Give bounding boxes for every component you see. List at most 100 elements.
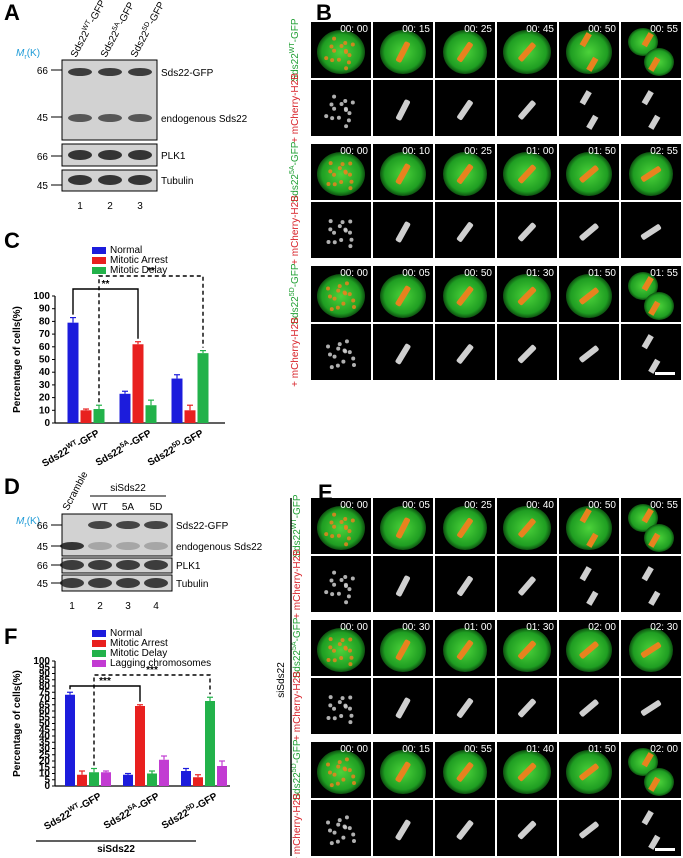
y-axis-label: Percentage of cells(%) (12, 670, 23, 777)
timestamp: 00: 55 (650, 500, 678, 511)
chromatin (579, 223, 599, 241)
bar (67, 322, 79, 423)
chromatin (342, 290, 347, 295)
chromatin (346, 594, 351, 599)
chromatin (518, 164, 536, 184)
lane-number: 4 (153, 601, 159, 612)
lane-label: 5A (122, 502, 135, 513)
error-bar (70, 316, 76, 323)
band (128, 175, 152, 185)
significance-bracket (93, 674, 211, 766)
y-tick-label: 45 (39, 725, 51, 736)
chromatin (343, 703, 348, 708)
chromatin (328, 227, 333, 232)
chromatin (349, 237, 354, 242)
bar (93, 409, 105, 423)
chromatin (348, 662, 353, 667)
lane-number: 1 (77, 201, 83, 212)
chromatin (328, 637, 333, 642)
chromatin (343, 227, 348, 232)
row-label: Sds22WT-GFP (291, 494, 303, 557)
chromatin (343, 582, 348, 587)
base: M (16, 48, 25, 59)
band (144, 521, 168, 529)
bar (171, 378, 183, 423)
chromatin (351, 298, 356, 303)
legend-swatch (92, 257, 106, 264)
chromatin (343, 40, 348, 45)
chromatin (339, 102, 344, 107)
chromatin (332, 524, 337, 529)
band (98, 114, 122, 122)
chromatin (347, 230, 352, 235)
x-tick-label: Sds225A-GFP (102, 790, 162, 832)
base: Sds22 (129, 29, 152, 60)
chromatin (641, 566, 654, 582)
y-tick-label: 0 (44, 418, 50, 429)
image-tile (311, 202, 371, 258)
sup: 5A (291, 641, 298, 650)
error-bar (200, 350, 206, 354)
chromatin (326, 715, 331, 720)
chromatin (348, 637, 353, 642)
chromatin (332, 94, 337, 99)
chromatin (641, 276, 654, 292)
y-tick-label: 35 (39, 737, 51, 748)
chromatin (332, 570, 337, 575)
chromatin (328, 294, 333, 299)
chromatin (395, 285, 411, 307)
chromatin (337, 760, 342, 765)
tail: -GFP (292, 617, 303, 641)
chromatin (648, 114, 661, 130)
x-tick-label: Sds225A-GFP (94, 427, 154, 469)
panel-label: F (4, 624, 17, 649)
y-tick-label: 40 (39, 367, 51, 378)
y-tick-label: 30 (39, 744, 51, 755)
sup: 5A (119, 439, 130, 450)
chromatin (344, 66, 349, 71)
band (128, 68, 152, 76)
chromatin (342, 766, 347, 771)
base: Sds22 (290, 174, 301, 203)
panel-label: C (4, 228, 20, 253)
chromatin (328, 352, 333, 357)
chromatin (579, 821, 599, 839)
chromatin (326, 344, 331, 349)
chromatin (340, 162, 345, 167)
bar (181, 771, 191, 786)
band (116, 542, 140, 550)
tail: -GFP (290, 263, 301, 287)
row-label: Sds225D-GFP (289, 263, 301, 325)
legend-swatch (92, 660, 106, 667)
chromatin (332, 106, 337, 111)
sup: WT (81, 18, 93, 32)
chromatin (640, 642, 662, 658)
timestamp: 00: 40 (526, 500, 554, 511)
band (60, 578, 84, 588)
chromatin (456, 698, 474, 718)
band (144, 542, 168, 550)
chromatin (351, 838, 356, 843)
cell (317, 152, 365, 196)
y-tick-label: 95 (39, 662, 51, 673)
chromatin (351, 356, 356, 361)
row-label: Sds225A-GFP (289, 141, 301, 202)
chromatin (332, 240, 337, 245)
error-bar (79, 770, 85, 775)
chromatin (342, 824, 347, 829)
chromatin (332, 182, 337, 187)
legend-swatch (92, 640, 106, 647)
significance-label: *** (99, 676, 111, 687)
chromatin (349, 713, 354, 718)
chromatin (326, 820, 331, 825)
base: Sds22 (99, 29, 122, 60)
y-tick-label: 25 (39, 750, 51, 761)
cell (317, 274, 365, 318)
image-tile (311, 678, 371, 734)
sup: 5D (141, 21, 151, 32)
chromatin (346, 118, 351, 123)
chromatin (579, 641, 599, 659)
chromatin (328, 645, 333, 650)
timestamp: 01: 55 (650, 268, 678, 279)
